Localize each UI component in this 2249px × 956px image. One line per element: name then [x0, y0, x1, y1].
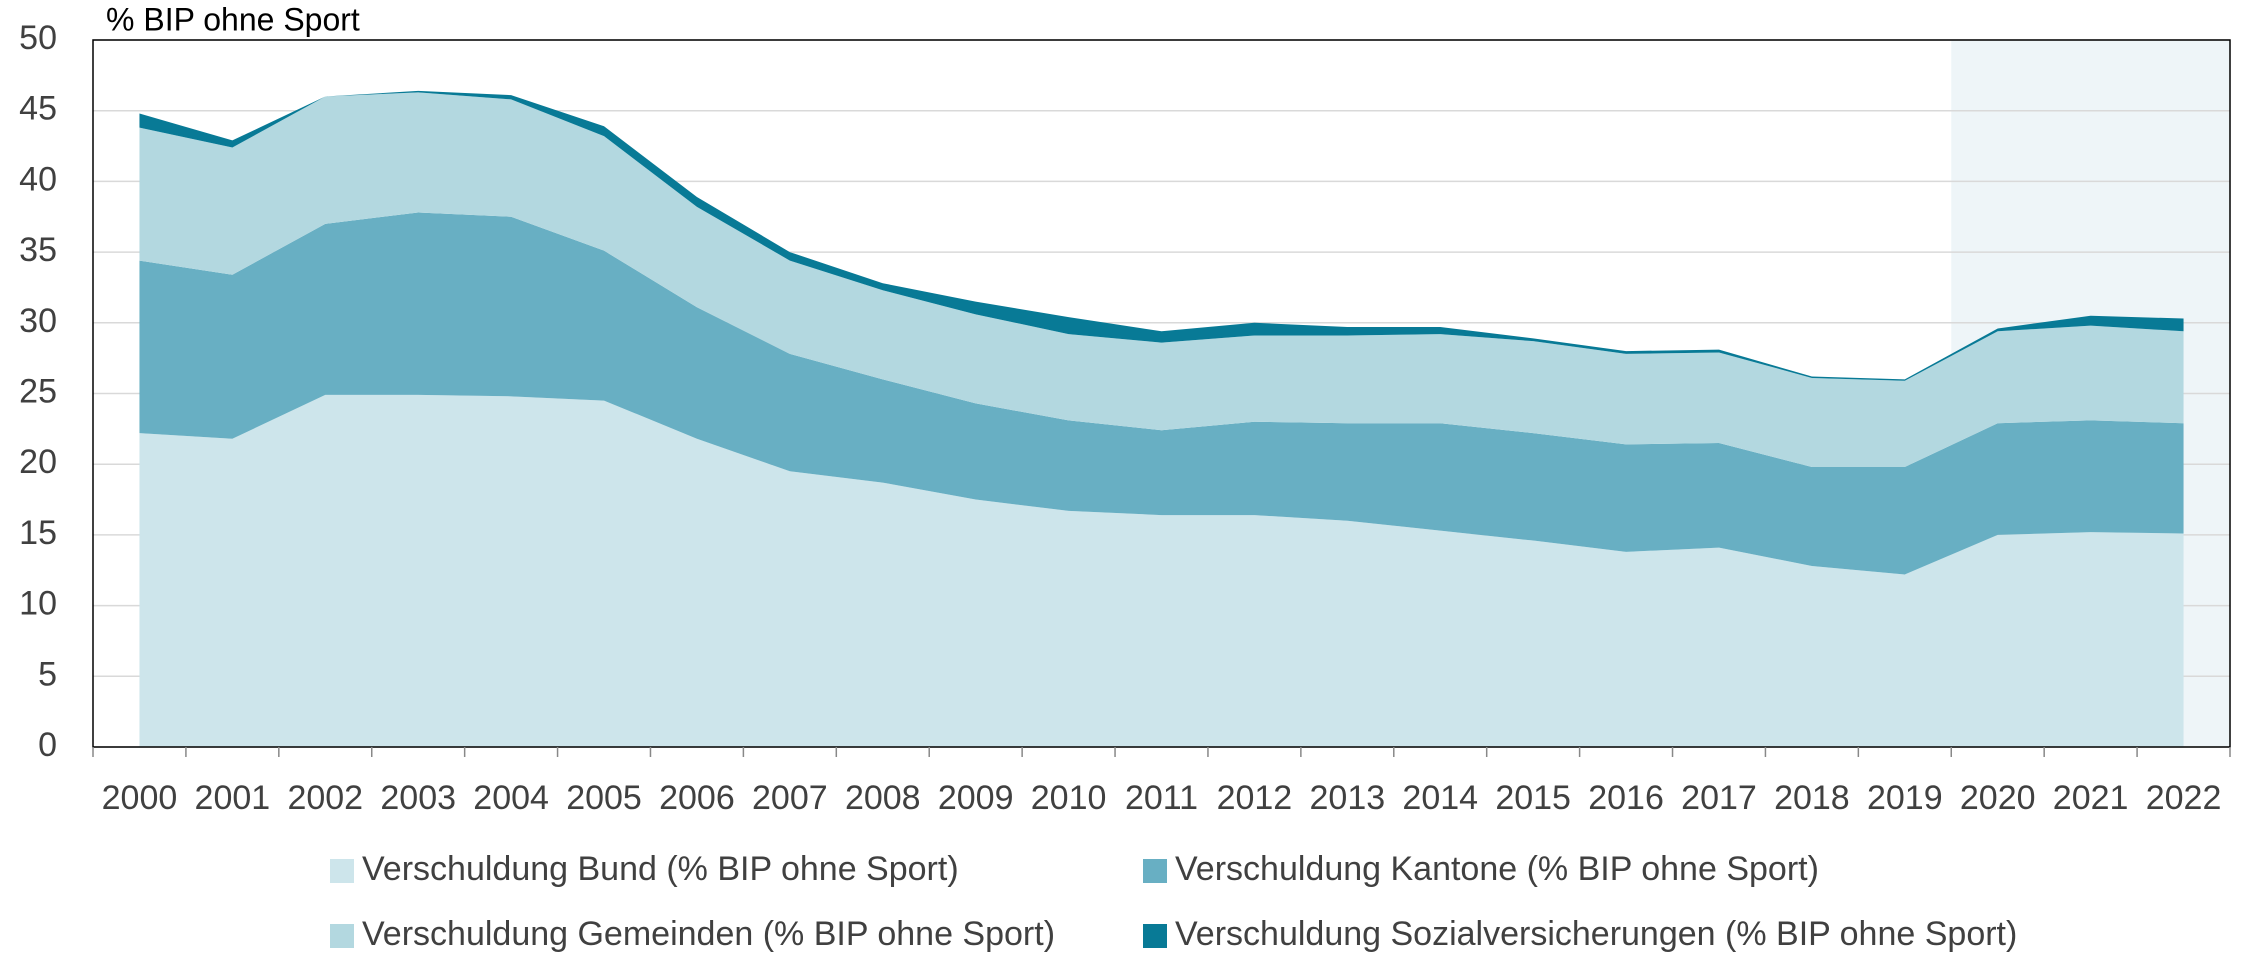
y-tick-label: 0: [38, 726, 57, 764]
y-tick-label: 20: [19, 443, 57, 481]
x-tick-label: 2015: [1495, 779, 1571, 817]
y-tick-label: 5: [38, 655, 57, 693]
y-tick-label: 15: [19, 514, 57, 552]
area: [139, 90, 2184, 381]
x-tick-label: 2004: [473, 779, 549, 817]
x-tick-label: 2012: [1217, 779, 1293, 817]
legend-swatch: [1143, 859, 1167, 883]
legend-label: Verschuldung Bund (% BIP ohne Sport): [362, 850, 959, 888]
y-tick-label: 45: [19, 90, 57, 128]
y-tick-label: 35: [19, 231, 57, 269]
x-tick-label: 2011: [1125, 779, 1198, 817]
legend-swatch: [330, 859, 354, 883]
x-tick-label: 2008: [845, 779, 921, 817]
x-tick-label: 2009: [938, 779, 1014, 817]
x-tick-label: 2005: [566, 779, 642, 817]
x-tick-label: 2019: [1867, 779, 1943, 817]
y-tick-label: 30: [19, 302, 57, 340]
legend-swatch: [330, 924, 354, 948]
area: [139, 212, 2184, 575]
x-tick-label: 2001: [195, 779, 271, 817]
x-tick-label: 2006: [659, 779, 735, 817]
y-tick-label: 25: [19, 372, 57, 410]
y-tick-label: 40: [19, 160, 57, 198]
x-tick-label: 2022: [2146, 779, 2222, 817]
x-tick-label: 2010: [1031, 779, 1107, 817]
y-tick-label: 10: [19, 585, 57, 623]
x-tick-label: 2021: [2053, 779, 2129, 817]
plot-border: [92, 39, 2231, 748]
x-tick-label: 2002: [287, 779, 363, 817]
legend-label: Verschuldung Sozialversicherungen (% BIP…: [1175, 915, 2017, 953]
legend-label: Verschuldung Gemeinden (% BIP ohne Sport…: [362, 915, 1055, 953]
x-tick-label: 2003: [380, 779, 456, 817]
legend-label: Verschuldung Kantone (% BIP ohne Sport): [1175, 850, 1819, 888]
area: [139, 394, 2184, 747]
x-tick-label: 2007: [752, 779, 828, 817]
x-tick-label: 2000: [102, 779, 178, 817]
x-tick-label: 2014: [1402, 779, 1478, 817]
x-tick-label: 2018: [1774, 779, 1850, 817]
area: [139, 92, 2184, 468]
legend-swatch: [1143, 924, 1167, 948]
x-tick-label: 2017: [1681, 779, 1757, 817]
y-axis-label: % BIP ohne Sport: [106, 1, 360, 37]
x-tick-label: 2020: [1960, 779, 2036, 817]
x-tick-label: 2016: [1588, 779, 1664, 817]
y-tick-label: 50: [19, 19, 57, 57]
x-tick-label: 2013: [1310, 779, 1386, 817]
